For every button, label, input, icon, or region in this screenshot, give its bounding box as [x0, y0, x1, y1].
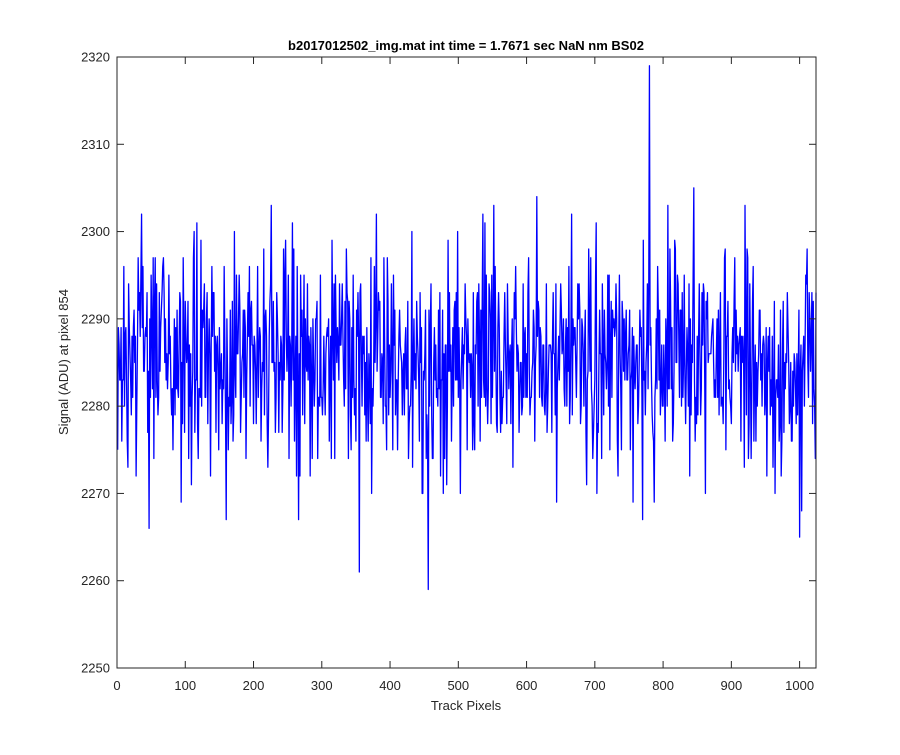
y-tick-label: 2310	[81, 137, 110, 152]
x-tick-label: 200	[243, 678, 265, 693]
y-axis-label: Signal (ADU) at pixel 854	[56, 289, 71, 435]
y-axis: 2250 2260 2270 2280 2290 2300 2310 2320	[81, 50, 816, 676]
plot-box	[116, 56, 817, 669]
chart-title: b2017012502_img.mat int time = 1.7671 se…	[288, 38, 644, 53]
y-tick-label: 2300	[81, 224, 110, 239]
x-tick-label: 900	[721, 678, 743, 693]
y-tick-label: 2260	[81, 573, 110, 588]
series-line	[117, 65, 817, 591]
x-tick-label: 1000	[785, 678, 814, 693]
y-tick-label: 2270	[81, 486, 110, 501]
y-tick-label: 2290	[81, 311, 110, 326]
x-tick-label: 600	[516, 678, 538, 693]
y-tick-label: 2280	[81, 399, 110, 414]
x-tick-label: 100	[174, 678, 196, 693]
x-tick-label: 300	[311, 678, 333, 693]
series-layer	[117, 65, 817, 591]
x-tick-label: 800	[652, 678, 674, 693]
y-tick-label: 2320	[81, 50, 110, 65]
x-axis: 0 100 200 300 400 500 600 700 800 900 1000	[113, 57, 814, 693]
x-tick-label: 500	[447, 678, 469, 693]
x-tick-label: 0	[113, 678, 120, 693]
x-axis-label: Track Pixels	[431, 698, 502, 713]
x-tick-label: 400	[379, 678, 401, 693]
x-tick-label: 700	[584, 678, 606, 693]
y-tick-label: 2250	[81, 661, 110, 676]
